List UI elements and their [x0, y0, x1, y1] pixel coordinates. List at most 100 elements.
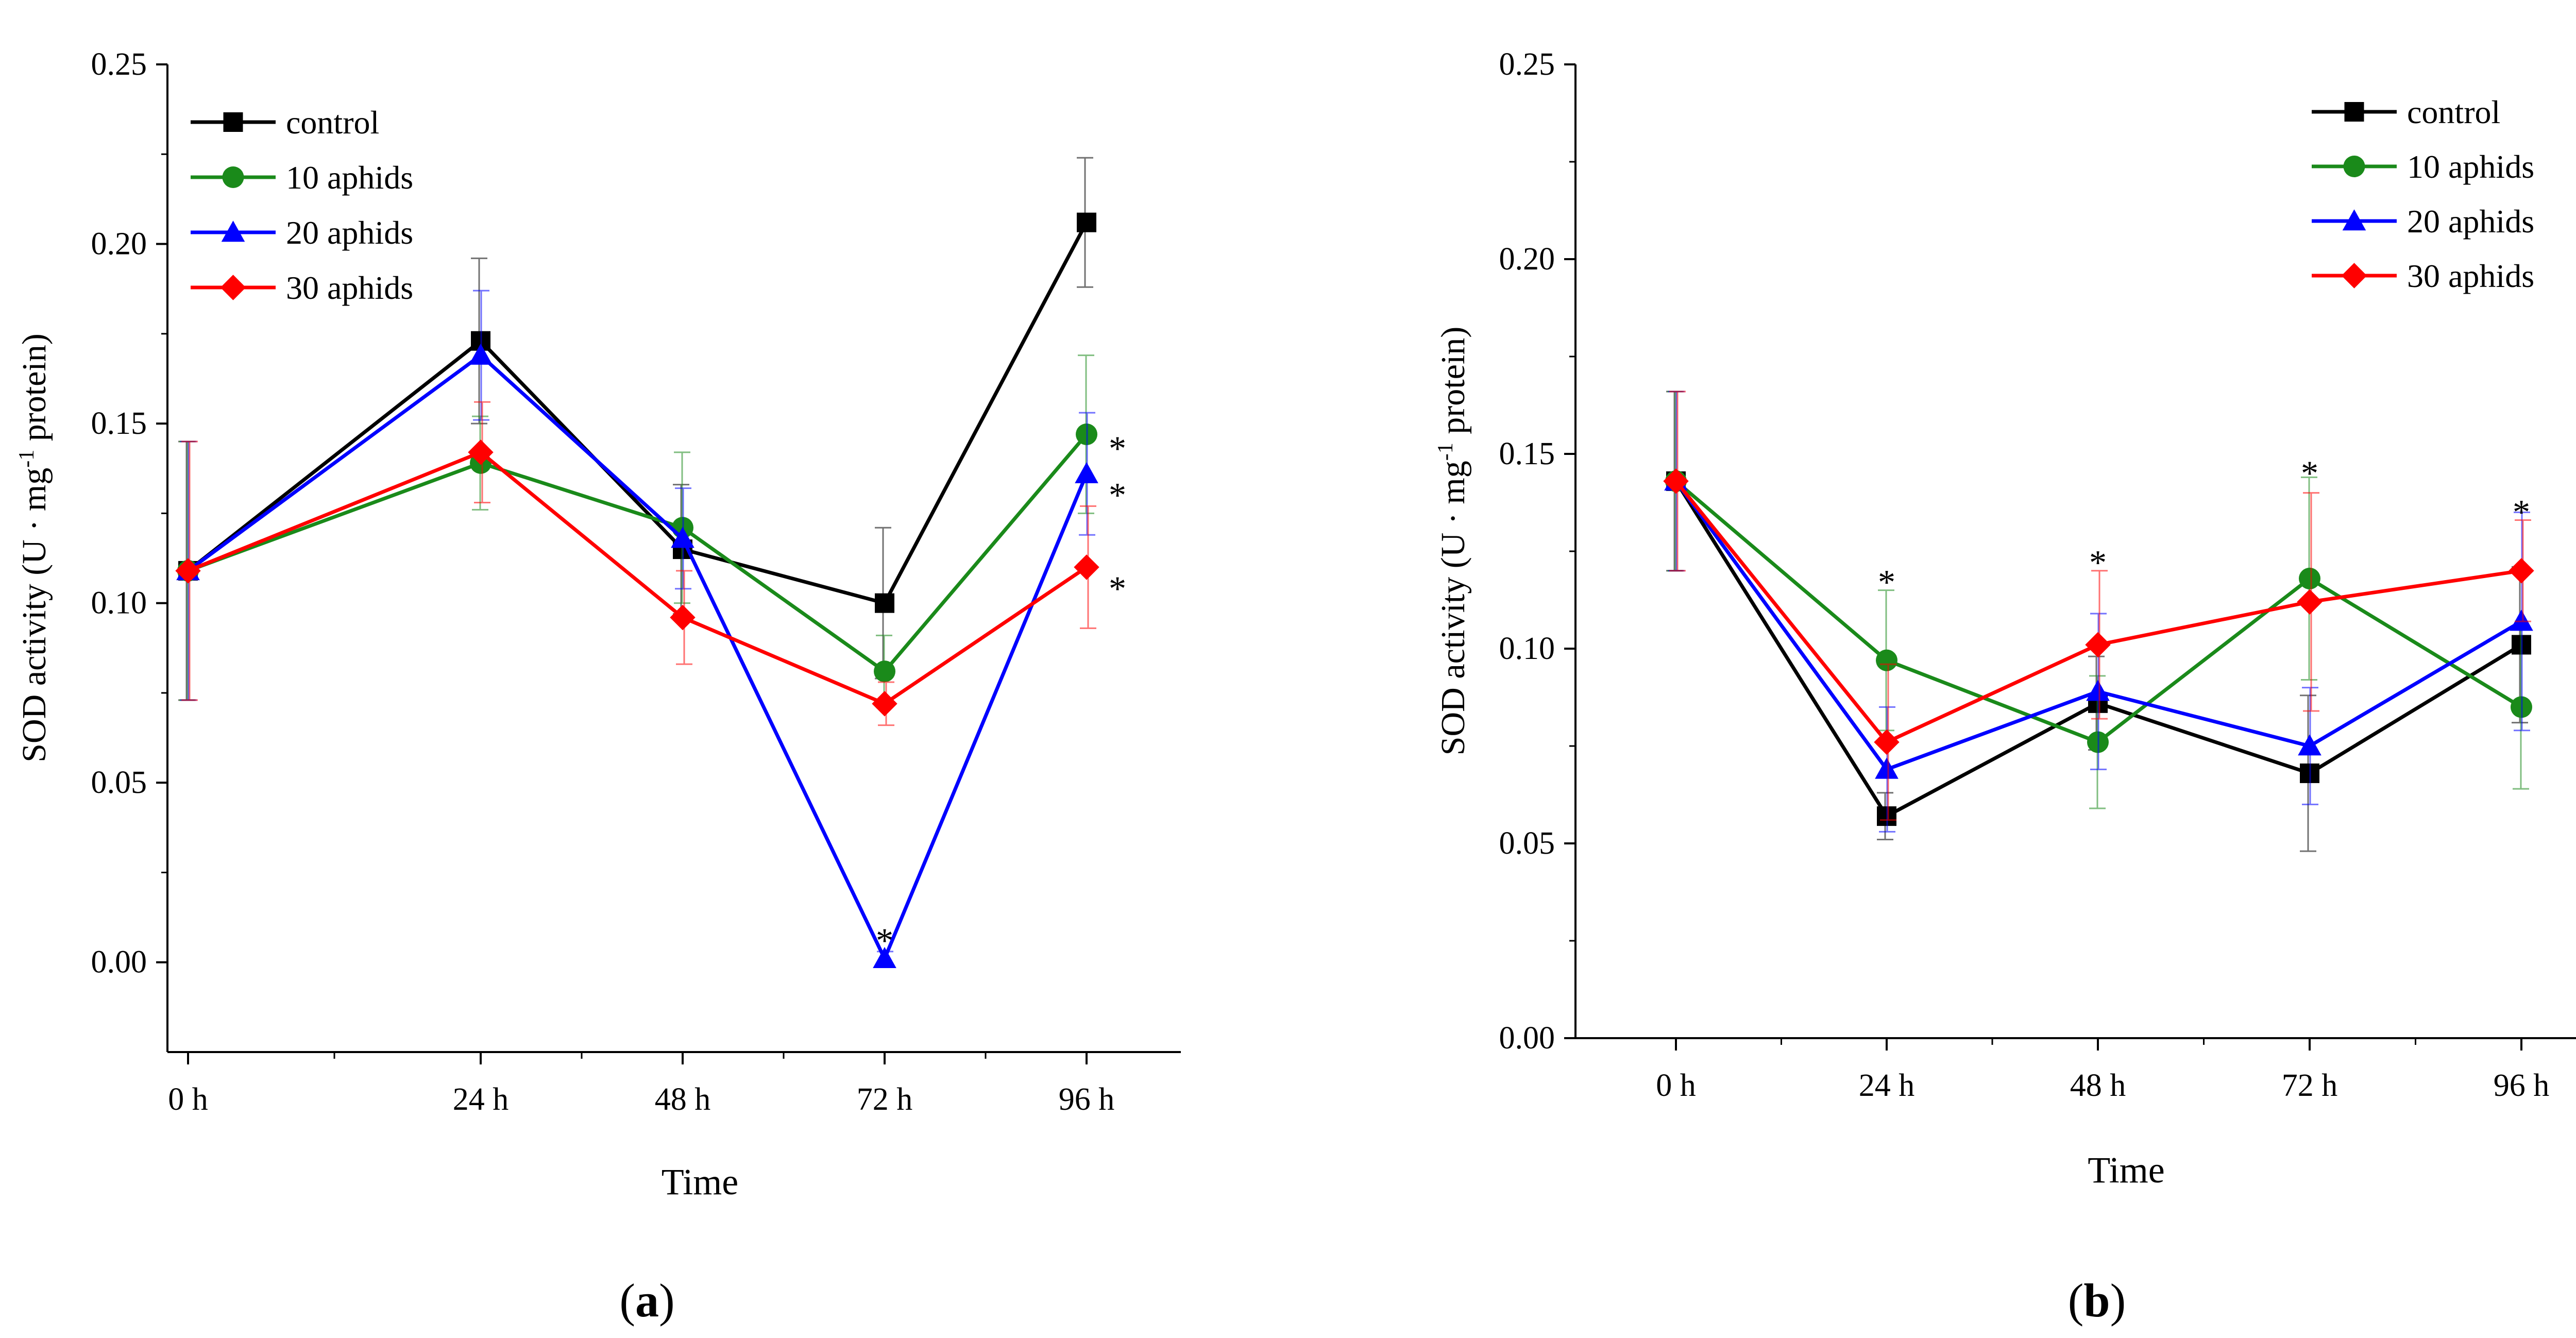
y-tick-label: 0.05 — [1499, 826, 1555, 861]
x-tick-label: 96 h — [1059, 1082, 1115, 1117]
marker-point-3 — [873, 946, 896, 968]
marker-point-1 — [1874, 729, 1900, 755]
marker-point-1 — [1875, 757, 1899, 779]
y-tick-label: 0.25 — [1499, 47, 1555, 82]
legend-label: 20 aphids — [2407, 203, 2534, 240]
x-tick-label: 72 h — [857, 1082, 913, 1117]
panel-label-letter: b — [2083, 1274, 2110, 1327]
significance-asterisk: * — [2301, 453, 2318, 493]
marker-point-4 — [1077, 212, 1096, 232]
marker-point-3 — [2298, 734, 2321, 756]
series-20-aphids — [176, 290, 1098, 968]
legend-label: control — [2407, 94, 2500, 130]
significance-asterisk: * — [1878, 562, 1895, 601]
y-tick-label: 0.00 — [91, 945, 147, 980]
series-30-aphids — [1663, 391, 2534, 821]
y-axis-title-superscript: -1 — [15, 450, 39, 468]
marker-point-1 — [469, 343, 493, 365]
chart-panel-a: 0.00 0.05 0.10 0.15 0.20 0.25 0 h 24 h 48 h 72 h 9… — [15, 47, 1181, 1327]
marker-point-1 — [1876, 649, 1897, 671]
panel-label-open: ( — [619, 1274, 635, 1327]
marker-point-legend — [223, 112, 243, 132]
marker-point-3 — [875, 593, 894, 613]
x-axis-title: Time — [2088, 1149, 2164, 1191]
marker-point-1 — [468, 439, 494, 465]
x-tick-label: 24 h — [1859, 1068, 1915, 1103]
legend-item: 20 aphids — [2312, 203, 2534, 240]
significance-asterisk: * — [1109, 569, 1126, 608]
y-axis-title-tail: protein) — [1434, 327, 1472, 443]
marker-point-2 — [671, 527, 694, 548]
x-tick-label: 48 h — [2070, 1068, 2126, 1103]
marker-point-0 — [175, 558, 201, 584]
x-tick-label: 0 h — [1656, 1068, 1696, 1103]
marker-point-legend — [222, 166, 244, 188]
legend-item: 20 aphids — [191, 214, 413, 251]
panel-label-close: ) — [659, 1274, 675, 1327]
panel-label-open: ( — [2068, 1274, 2084, 1327]
marker-point-2 — [2086, 680, 2110, 701]
series-line — [187, 450, 1088, 706]
y-tick-label: 0.15 — [91, 406, 147, 441]
marker-point-legend — [220, 275, 246, 300]
y-axis-title: SOD activity (U · mg-1 protein) — [1434, 327, 1472, 755]
x-tick-label: 72 h — [2282, 1068, 2338, 1103]
marker-point-legend — [2344, 102, 2364, 122]
x-tick-label: 96 h — [2494, 1068, 2550, 1103]
marker-point-4 — [1074, 554, 1099, 580]
y-axis-title-text: SOD activity (U · mg-1 protein) — [1434, 327, 1472, 755]
y-tick-label: 0.05 — [91, 765, 147, 800]
y-tick-label: 0.15 — [1499, 436, 1555, 471]
legend: control 10 aphids 20 aphids 30 aphids — [2312, 94, 2534, 294]
legend-label: 10 aphids — [2407, 148, 2534, 185]
panel-label: (b) — [2068, 1274, 2126, 1327]
marker-point-2 — [670, 604, 696, 631]
marker-point-0 — [1663, 468, 1689, 494]
series-30-aphids — [175, 401, 1099, 726]
axes: 0.00 0.05 0.10 0.15 0.20 0.25 0 h 24 h 48 h 72 h 9… — [91, 47, 1181, 1117]
axes: 0.00 0.05 0.10 0.15 0.20 0.25 0 h 24 h 48 h 72 h 9… — [1499, 47, 2576, 1103]
legend-item: 10 aphids — [191, 159, 413, 196]
x-tick-label: 0 h — [168, 1082, 208, 1117]
legend-label: 30 aphids — [2407, 258, 2534, 294]
significance-asterisk: * — [2513, 492, 2530, 531]
panel-label-letter: a — [635, 1274, 659, 1327]
legend-item: control — [2312, 94, 2500, 130]
legend-item: 30 aphids — [2312, 258, 2534, 294]
significance-asterisk: * — [1109, 429, 1126, 468]
y-tick-label: 0.10 — [1499, 631, 1555, 666]
legend: control 10 aphids 20 aphids 30 aphids — [191, 104, 413, 306]
y-axis-title-text: SOD activity (U · mg-1 protein) — [15, 333, 53, 762]
marker-point-legend — [2343, 156, 2365, 177]
chart-panel-b: 0.00 0.05 0.10 0.15 0.20 0.25 0 h 24 h 48 h 72 h 9… — [1434, 47, 2576, 1327]
legend-label: 30 aphids — [286, 269, 413, 306]
marker-point-legend — [2341, 263, 2367, 289]
panel-label: (a) — [619, 1274, 674, 1327]
marker-point-4 — [1075, 462, 1098, 483]
legend-item: 10 aphids — [2312, 148, 2534, 185]
y-axis-title-tail: protein) — [15, 333, 53, 449]
marker-point-3 — [2297, 589, 2323, 615]
x-axis-title: Time — [662, 1161, 738, 1202]
legend-label: control — [286, 104, 379, 141]
significance-asterisk: * — [2089, 543, 2107, 582]
y-axis-title-main: SOD activity (U · mg — [1434, 461, 1472, 755]
marker-point-2 — [2085, 632, 2111, 658]
y-tick-label: 0.20 — [91, 227, 147, 262]
legend-item: 30 aphids — [191, 269, 413, 306]
legend-item: control — [191, 104, 379, 141]
y-tick-label: 0.25 — [91, 47, 147, 82]
legend-label: 20 aphids — [286, 214, 413, 251]
marker-point-3 — [2299, 567, 2320, 589]
marker-point-3 — [872, 691, 897, 717]
marker-point-3 — [874, 660, 895, 683]
x-tick-label: 48 h — [655, 1082, 711, 1117]
y-tick-label: 0.10 — [91, 586, 147, 621]
significance-asterisk: * — [876, 921, 893, 960]
y-tick-label: 0.00 — [1499, 1021, 1555, 1056]
y-axis-title: SOD activity (U · mg-1 protein) — [15, 333, 53, 762]
panel-label-close: ) — [2110, 1274, 2126, 1327]
y-axis-title-main: SOD activity (U · mg — [15, 468, 53, 763]
x-tick-label: 24 h — [453, 1082, 509, 1117]
